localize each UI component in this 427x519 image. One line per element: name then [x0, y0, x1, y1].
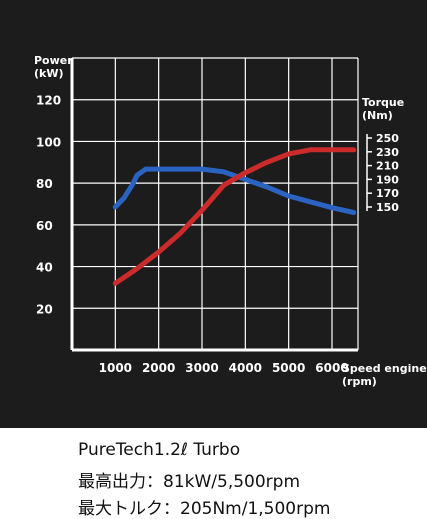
power-axis-unit: (kW) — [34, 67, 64, 80]
y-tick-label: 60 — [36, 219, 53, 233]
speed-axis-title: Speed engine — [342, 362, 427, 375]
y-tick-label: 100 — [36, 135, 61, 149]
x-tick-label: 3000 — [185, 361, 218, 375]
caption-model: PureTech1.2ℓ Turbo — [78, 440, 241, 460]
torque-tick-label: 190 — [376, 173, 399, 186]
x-tick-label: 4000 — [229, 361, 262, 375]
torque-tick-label: 210 — [376, 160, 399, 173]
chart-panel: 1000 2000 3000 4000 5000 6000 20 40 60 80 100 120 25… — [0, 0, 427, 428]
torque-axis-title: Torque — [362, 96, 404, 109]
torque-series-line — [112, 166, 357, 215]
x-tick-label: 6000 — [315, 361, 348, 375]
power-series-line — [112, 147, 357, 286]
y-tick-label: 20 — [36, 302, 53, 316]
power-torque-chart: 1000 2000 3000 4000 5000 6000 20 40 60 80 100 120 25… — [34, 54, 427, 388]
torque-tick-label: 170 — [376, 187, 399, 200]
torque-tick-label: 230 — [376, 146, 399, 159]
x-tick-label: 5000 — [272, 361, 305, 375]
y-tick-label: 80 — [36, 177, 53, 191]
torque-axis-unit: (Nm) — [362, 109, 393, 122]
torque-tick-label: 150 — [376, 201, 399, 214]
torque-tick-label: 250 — [376, 132, 399, 145]
axes — [70, 57, 372, 352]
power-axis-title: Power — [34, 54, 73, 67]
x-tick-label: 1000 — [99, 361, 132, 375]
y-tick-label: 120 — [36, 94, 61, 108]
caption-max-power: 最高出力：81kW/5,500rpm — [78, 472, 301, 492]
series-lines — [112, 147, 357, 286]
tick-labels: 1000 2000 3000 4000 5000 6000 20 40 60 80 100 120 25… — [36, 94, 399, 375]
speed-axis-unit: (rpm) — [342, 375, 377, 388]
grid — [72, 58, 358, 350]
caption-max-torque: 最大トルク：205Nm/1,500rpm — [78, 499, 331, 519]
y-tick-label: 40 — [36, 261, 53, 275]
x-tick-label: 2000 — [142, 361, 175, 375]
